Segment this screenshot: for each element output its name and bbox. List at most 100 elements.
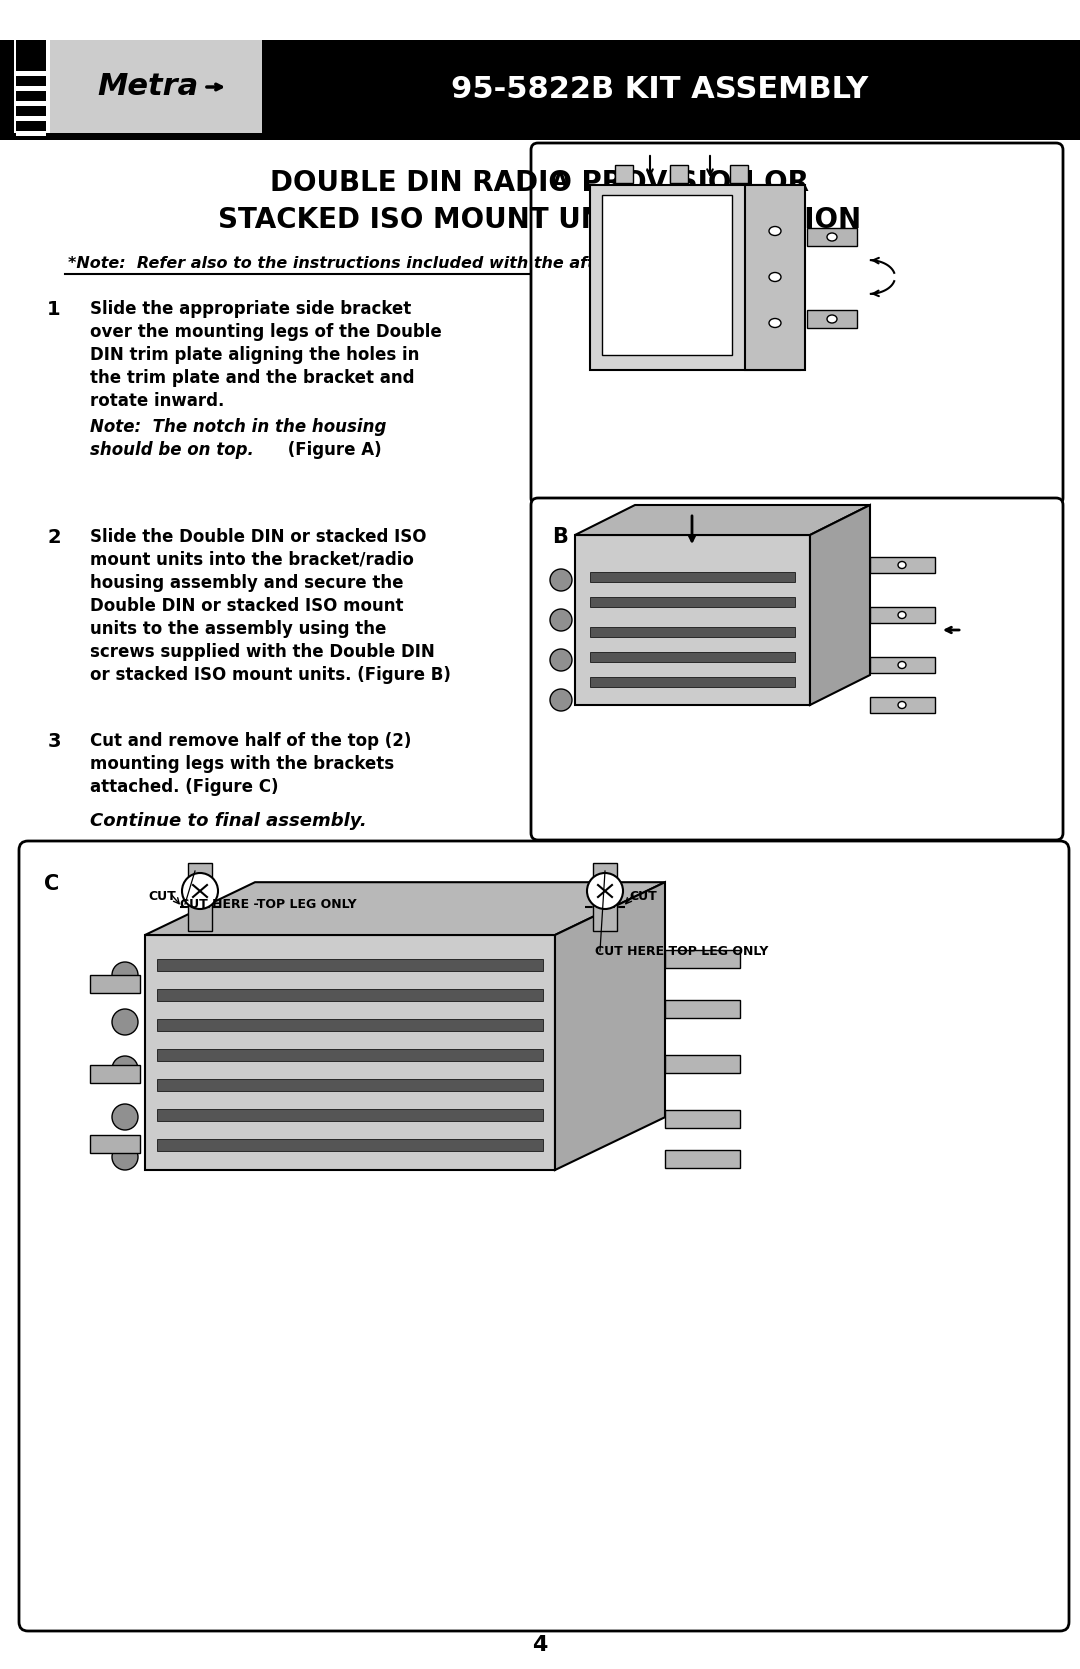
Text: A: A (552, 172, 568, 192)
Bar (157, 1020, 543, 1031)
Bar (590, 598, 795, 608)
Text: Double DIN or stacked ISO mount: Double DIN or stacked ISO mount (90, 598, 404, 614)
Ellipse shape (897, 561, 906, 569)
Text: CUT: CUT (148, 890, 176, 903)
Bar (16, 102, 46, 107)
FancyBboxPatch shape (531, 144, 1063, 506)
Bar (157, 960, 543, 971)
Bar (188, 863, 212, 931)
Text: 95-5822B KIT ASSEMBLY: 95-5822B KIT ASSEMBLY (451, 75, 868, 105)
Bar (590, 185, 800, 371)
Text: STACKED ISO MOUNT UNIT(S) PROVISION: STACKED ISO MOUNT UNIT(S) PROVISION (218, 205, 862, 234)
Text: C: C (44, 875, 59, 895)
Ellipse shape (897, 701, 906, 709)
Bar (157, 1108, 543, 1122)
Bar (665, 950, 740, 968)
Text: rotate inward.: rotate inward. (90, 392, 225, 411)
Bar (157, 1050, 543, 1061)
Bar (593, 863, 617, 931)
Circle shape (550, 689, 572, 711)
Circle shape (112, 1056, 138, 1082)
Text: Continue to final assembly.: Continue to final assembly. (90, 813, 367, 829)
Circle shape (112, 1010, 138, 1035)
Bar (157, 1078, 543, 1092)
Bar (665, 1110, 740, 1128)
FancyBboxPatch shape (531, 497, 1063, 840)
Text: housing assembly and secure the: housing assembly and secure the (90, 574, 404, 592)
Bar (665, 1000, 740, 1018)
Bar (670, 165, 688, 184)
Bar (665, 1055, 740, 1073)
Ellipse shape (769, 319, 781, 327)
Bar (870, 557, 935, 572)
Text: 1: 1 (48, 300, 60, 319)
Bar (575, 536, 810, 704)
Text: (Figure A): (Figure A) (282, 441, 381, 459)
Text: attached. (Figure C): attached. (Figure C) (90, 778, 279, 796)
Circle shape (550, 649, 572, 671)
Text: over the mounting legs of the Double: over the mounting legs of the Double (90, 324, 442, 340)
Text: DOUBLE DIN RADIO PROVISION OR: DOUBLE DIN RADIO PROVISION OR (270, 169, 810, 197)
Bar (665, 1150, 740, 1168)
Text: CUT: CUT (630, 890, 657, 903)
Text: Slide the appropriate side bracket: Slide the appropriate side bracket (90, 300, 411, 319)
Bar (14, 40, 262, 134)
Bar (590, 572, 795, 582)
Polygon shape (555, 883, 665, 1170)
Ellipse shape (769, 227, 781, 235)
Bar (145, 935, 555, 1170)
Text: Metra: Metra (97, 72, 199, 102)
Polygon shape (575, 506, 870, 536)
Bar (807, 310, 858, 329)
Bar (16, 117, 46, 120)
Circle shape (183, 873, 218, 910)
Circle shape (588, 873, 623, 910)
Bar (16, 130, 46, 135)
Polygon shape (810, 506, 870, 704)
Circle shape (550, 609, 572, 631)
Bar (615, 165, 633, 184)
Bar (157, 990, 543, 1001)
Ellipse shape (827, 234, 837, 240)
Circle shape (112, 1103, 138, 1130)
Bar (590, 653, 795, 663)
Text: Note:  The notch in the housing: Note: The notch in the housing (90, 417, 387, 436)
Bar (590, 628, 795, 638)
Bar (90, 1065, 140, 1083)
Bar (807, 229, 858, 245)
Bar (870, 658, 935, 673)
Text: CUT HERE TOP LEG ONLY: CUT HERE TOP LEG ONLY (595, 945, 768, 958)
Circle shape (550, 569, 572, 591)
Text: mounting legs with the brackets: mounting legs with the brackets (90, 754, 394, 773)
Bar (0, 40, 1080, 140)
Text: CUT HERE -TOP LEG ONLY: CUT HERE -TOP LEG ONLY (180, 898, 356, 911)
Text: *Note:  Refer also to the instructions included with the aftermarket radio.: *Note: Refer also to the instructions in… (68, 257, 735, 272)
Text: the trim plate and the bracket and: the trim plate and the bracket and (90, 369, 415, 387)
Ellipse shape (897, 661, 906, 669)
Circle shape (112, 961, 138, 988)
Bar (16, 72, 46, 77)
Text: 2: 2 (48, 527, 60, 547)
Ellipse shape (897, 611, 906, 619)
Ellipse shape (769, 272, 781, 282)
Bar (602, 195, 732, 355)
Bar (870, 608, 935, 623)
Text: B: B (552, 527, 568, 547)
Polygon shape (50, 40, 262, 134)
Text: screws supplied with the Double DIN: screws supplied with the Double DIN (90, 643, 435, 661)
Text: 3: 3 (48, 733, 60, 751)
Bar (870, 698, 935, 713)
Bar (90, 1135, 140, 1153)
Text: should be on top.: should be on top. (90, 441, 254, 459)
Ellipse shape (827, 315, 837, 324)
Text: Slide the Double DIN or stacked ISO: Slide the Double DIN or stacked ISO (90, 527, 427, 546)
Bar (745, 185, 805, 371)
FancyBboxPatch shape (19, 841, 1069, 1631)
Bar (16, 40, 46, 134)
Bar (157, 1138, 543, 1152)
Bar (730, 165, 748, 184)
Text: or stacked ISO mount units. (Figure B): or stacked ISO mount units. (Figure B) (90, 666, 450, 684)
Text: Cut and remove half of the top (2): Cut and remove half of the top (2) (90, 733, 411, 749)
Text: DIN trim plate aligning the holes in: DIN trim plate aligning the holes in (90, 345, 419, 364)
Text: units to the assembly using the: units to the assembly using the (90, 619, 387, 638)
